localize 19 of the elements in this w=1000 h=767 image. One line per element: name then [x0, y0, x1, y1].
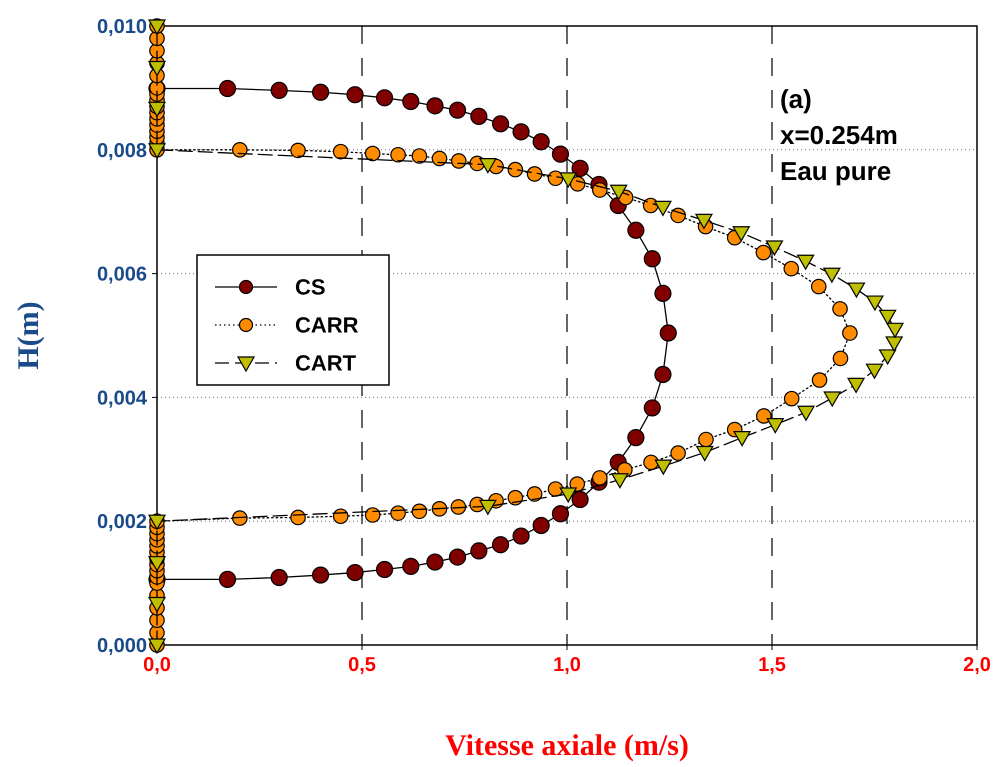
x-tick-label: 0,5 [348, 654, 376, 676]
x-tick-label: 2,0 [963, 654, 991, 676]
x-tick-label: 1,5 [758, 654, 786, 676]
annotation: Eau pure [780, 156, 892, 186]
legend-label: CART [295, 350, 357, 376]
x-tick-label: 0,0 [143, 654, 171, 676]
annotation: x=0.254m [780, 120, 898, 150]
y-tick-label: 0,002 [96, 511, 147, 534]
y-axis-title: H(m) [12, 301, 45, 370]
x-tick-label: 1,0 [553, 654, 581, 676]
y-tick-label: 0,006 [96, 264, 147, 286]
legend-label: CS [295, 274, 326, 300]
y-tick-label: 0,000 [96, 635, 147, 657]
x-axis-title: Vitesse axiale (m/s) [445, 729, 689, 762]
y-tick-label: 0,010 [96, 16, 147, 38]
y-tick-label: 0,008 [96, 140, 147, 162]
annotation: (a) [780, 84, 812, 114]
legend-label: CARR [295, 312, 359, 338]
y-tick-label: 0,004 [96, 387, 148, 410]
